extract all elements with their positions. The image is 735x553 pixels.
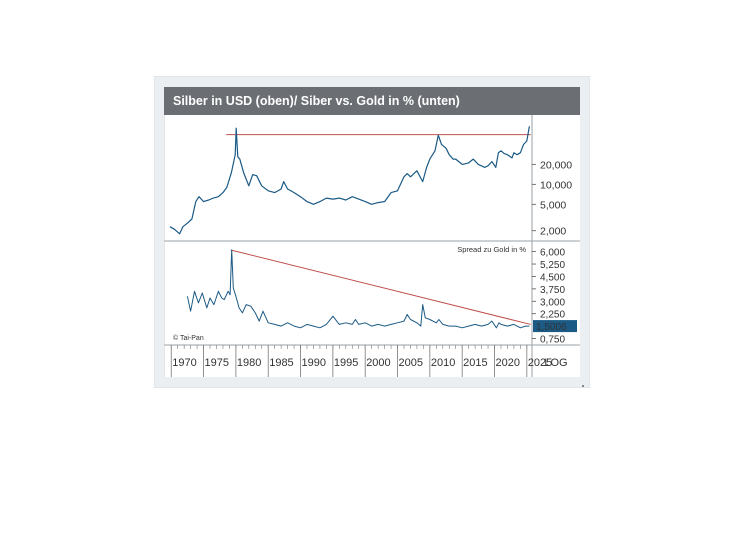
x-tick-label: 2010 [431,357,455,369]
chart-svg: 20,000 10,000 5,000 2,000 Spread zu Gold in … [164,115,580,377]
bottom-y-tick-label: 3,000 [540,297,565,308]
x-tick-label: 1990 [302,357,326,369]
chart-title: Silber in USD (oben)/ Siber vs. Gold in … [164,87,580,115]
x-tick-label: 2015 [463,357,487,369]
x-tick-label: 1995 [334,357,358,369]
chart-card: Silber in USD (oben)/ Siber vs. Gold in … [154,76,590,388]
top-y-tick-label: 20,000 [540,159,572,171]
bottom-y-tick-label: 4,500 [540,272,565,283]
silver-price-line [169,126,530,235]
bottom-y-tick-label: 2,250 [540,310,565,321]
chart-body: 20,000 10,000 5,000 2,000 Spread zu Gold in … [164,115,580,377]
current-value-label: 1,5006 [536,322,567,333]
bottom-y-tick-label: 3,750 [540,285,565,296]
bottom-y-tick-label: 0,750 [540,335,565,346]
page-dot [582,385,584,387]
top-y-tick-label: 5,000 [540,199,566,211]
bottom-y-tick-label: 6,000 [540,248,565,259]
current-value-badge [533,320,577,333]
silver-gold-spread-line [186,249,530,329]
x-tick-label: 2020 [496,357,520,369]
x-tick-label: 2005 [399,357,423,369]
bottom-panel-title: Spread zu Gold in % [457,245,526,254]
scale-label: LOG [544,357,567,369]
x-tick-label: 2000 [366,357,390,369]
x-tick-label: 1980 [237,357,261,369]
top-y-tick-label: 10,000 [540,179,572,191]
x-tick-label: 1975 [205,357,229,369]
bottom-trendline [230,249,531,325]
x-tick-label: 1985 [269,357,293,369]
copyright-label: © Tai-Pan [173,334,204,342]
bottom-y-tick-label: 5,250 [540,260,565,271]
x-tick-label: 1970 [172,357,196,369]
top-y-tick-label: 2,000 [540,226,566,238]
x-tick-label: 2025 [528,357,552,369]
